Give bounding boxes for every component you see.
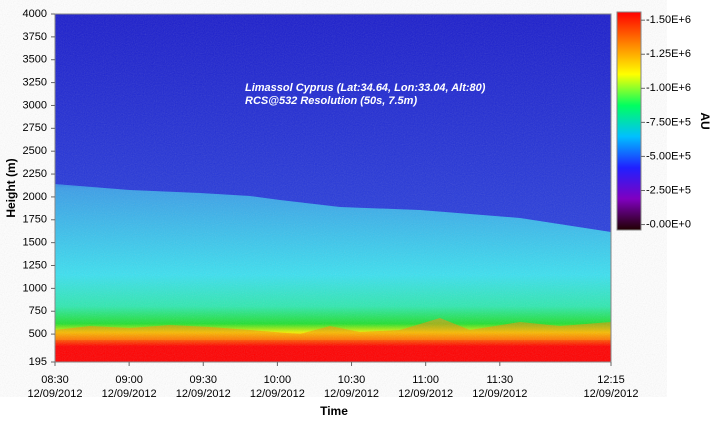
y-axis-label: Height (m) (4, 158, 18, 217)
x-tick-date: 12/09/2012 (472, 388, 527, 400)
x-tick-label: 12:15 (597, 374, 625, 386)
y-tick-label: 3750 (23, 31, 47, 43)
y-tick-label: 750 (29, 305, 47, 317)
colorbar-tick-label: -0.00E+0 (646, 218, 691, 230)
x-tick-date: 12/09/2012 (583, 388, 638, 400)
x-tick-label: 09:00 (115, 374, 143, 386)
y-tick-label: 1750 (23, 214, 47, 226)
colorbar-tick-label: -7.50E+5 (646, 116, 691, 128)
colorbar-tick-label: -1.50E+6 (646, 14, 691, 26)
colorbar-tick-label: -1.00E+6 (646, 82, 691, 94)
y-tick-label: 2000 (23, 191, 47, 203)
colorbar-tick-label: -1.25E+6 (646, 48, 691, 60)
x-tick-date: 12/09/2012 (27, 388, 82, 400)
heatmap (55, 14, 611, 362)
y-tick-label: 2500 (23, 145, 47, 157)
colorbar-tick-label: -2.50E+5 (646, 184, 691, 196)
x-tick-label: 10:00 (264, 374, 292, 386)
x-tick-date: 12/09/2012 (398, 388, 453, 400)
y-tick-label: 500 (29, 328, 47, 340)
x-tick-label: 11:00 (412, 374, 439, 386)
y-tick-label: 2250 (23, 168, 47, 180)
x-tick-date: 12/09/2012 (176, 388, 231, 400)
y-tick-label: 195 (29, 356, 47, 368)
x-tick-date: 12/09/2012 (102, 388, 157, 400)
colorbar-label: AU (698, 112, 712, 129)
y-tick-label: 1250 (23, 259, 47, 271)
y-tick-label: 1000 (23, 282, 47, 294)
colorbar-tick-label: -5.00E+5 (646, 150, 691, 162)
y-tick-label: 3250 (23, 77, 47, 89)
x-tick-date: 12/09/2012 (324, 388, 379, 400)
y-tick-label: 3000 (23, 99, 47, 111)
colorbar (616, 11, 642, 231)
x-tick-label: 10:30 (338, 374, 366, 386)
annotation: RCS@532 Resolution (50s, 7.5m) (245, 95, 417, 107)
x-tick-date: 12/09/2012 (250, 388, 305, 400)
x-tick-label: 08:30 (41, 374, 69, 386)
x-axis-label: Time (320, 404, 348, 418)
plot-frame (54, 13, 612, 363)
x-tick-label: 11:30 (486, 374, 513, 386)
x-tick-label: 09:30 (190, 374, 218, 386)
y-tick-label: 1500 (23, 237, 47, 249)
y-tick-label: 3500 (23, 54, 47, 66)
y-tick-label: 2750 (23, 122, 47, 134)
annotation: Limassol Cyprus (Lat:34.64, Lon:33.04, A… (245, 82, 486, 94)
y-tick-label: 4000 (23, 8, 47, 20)
